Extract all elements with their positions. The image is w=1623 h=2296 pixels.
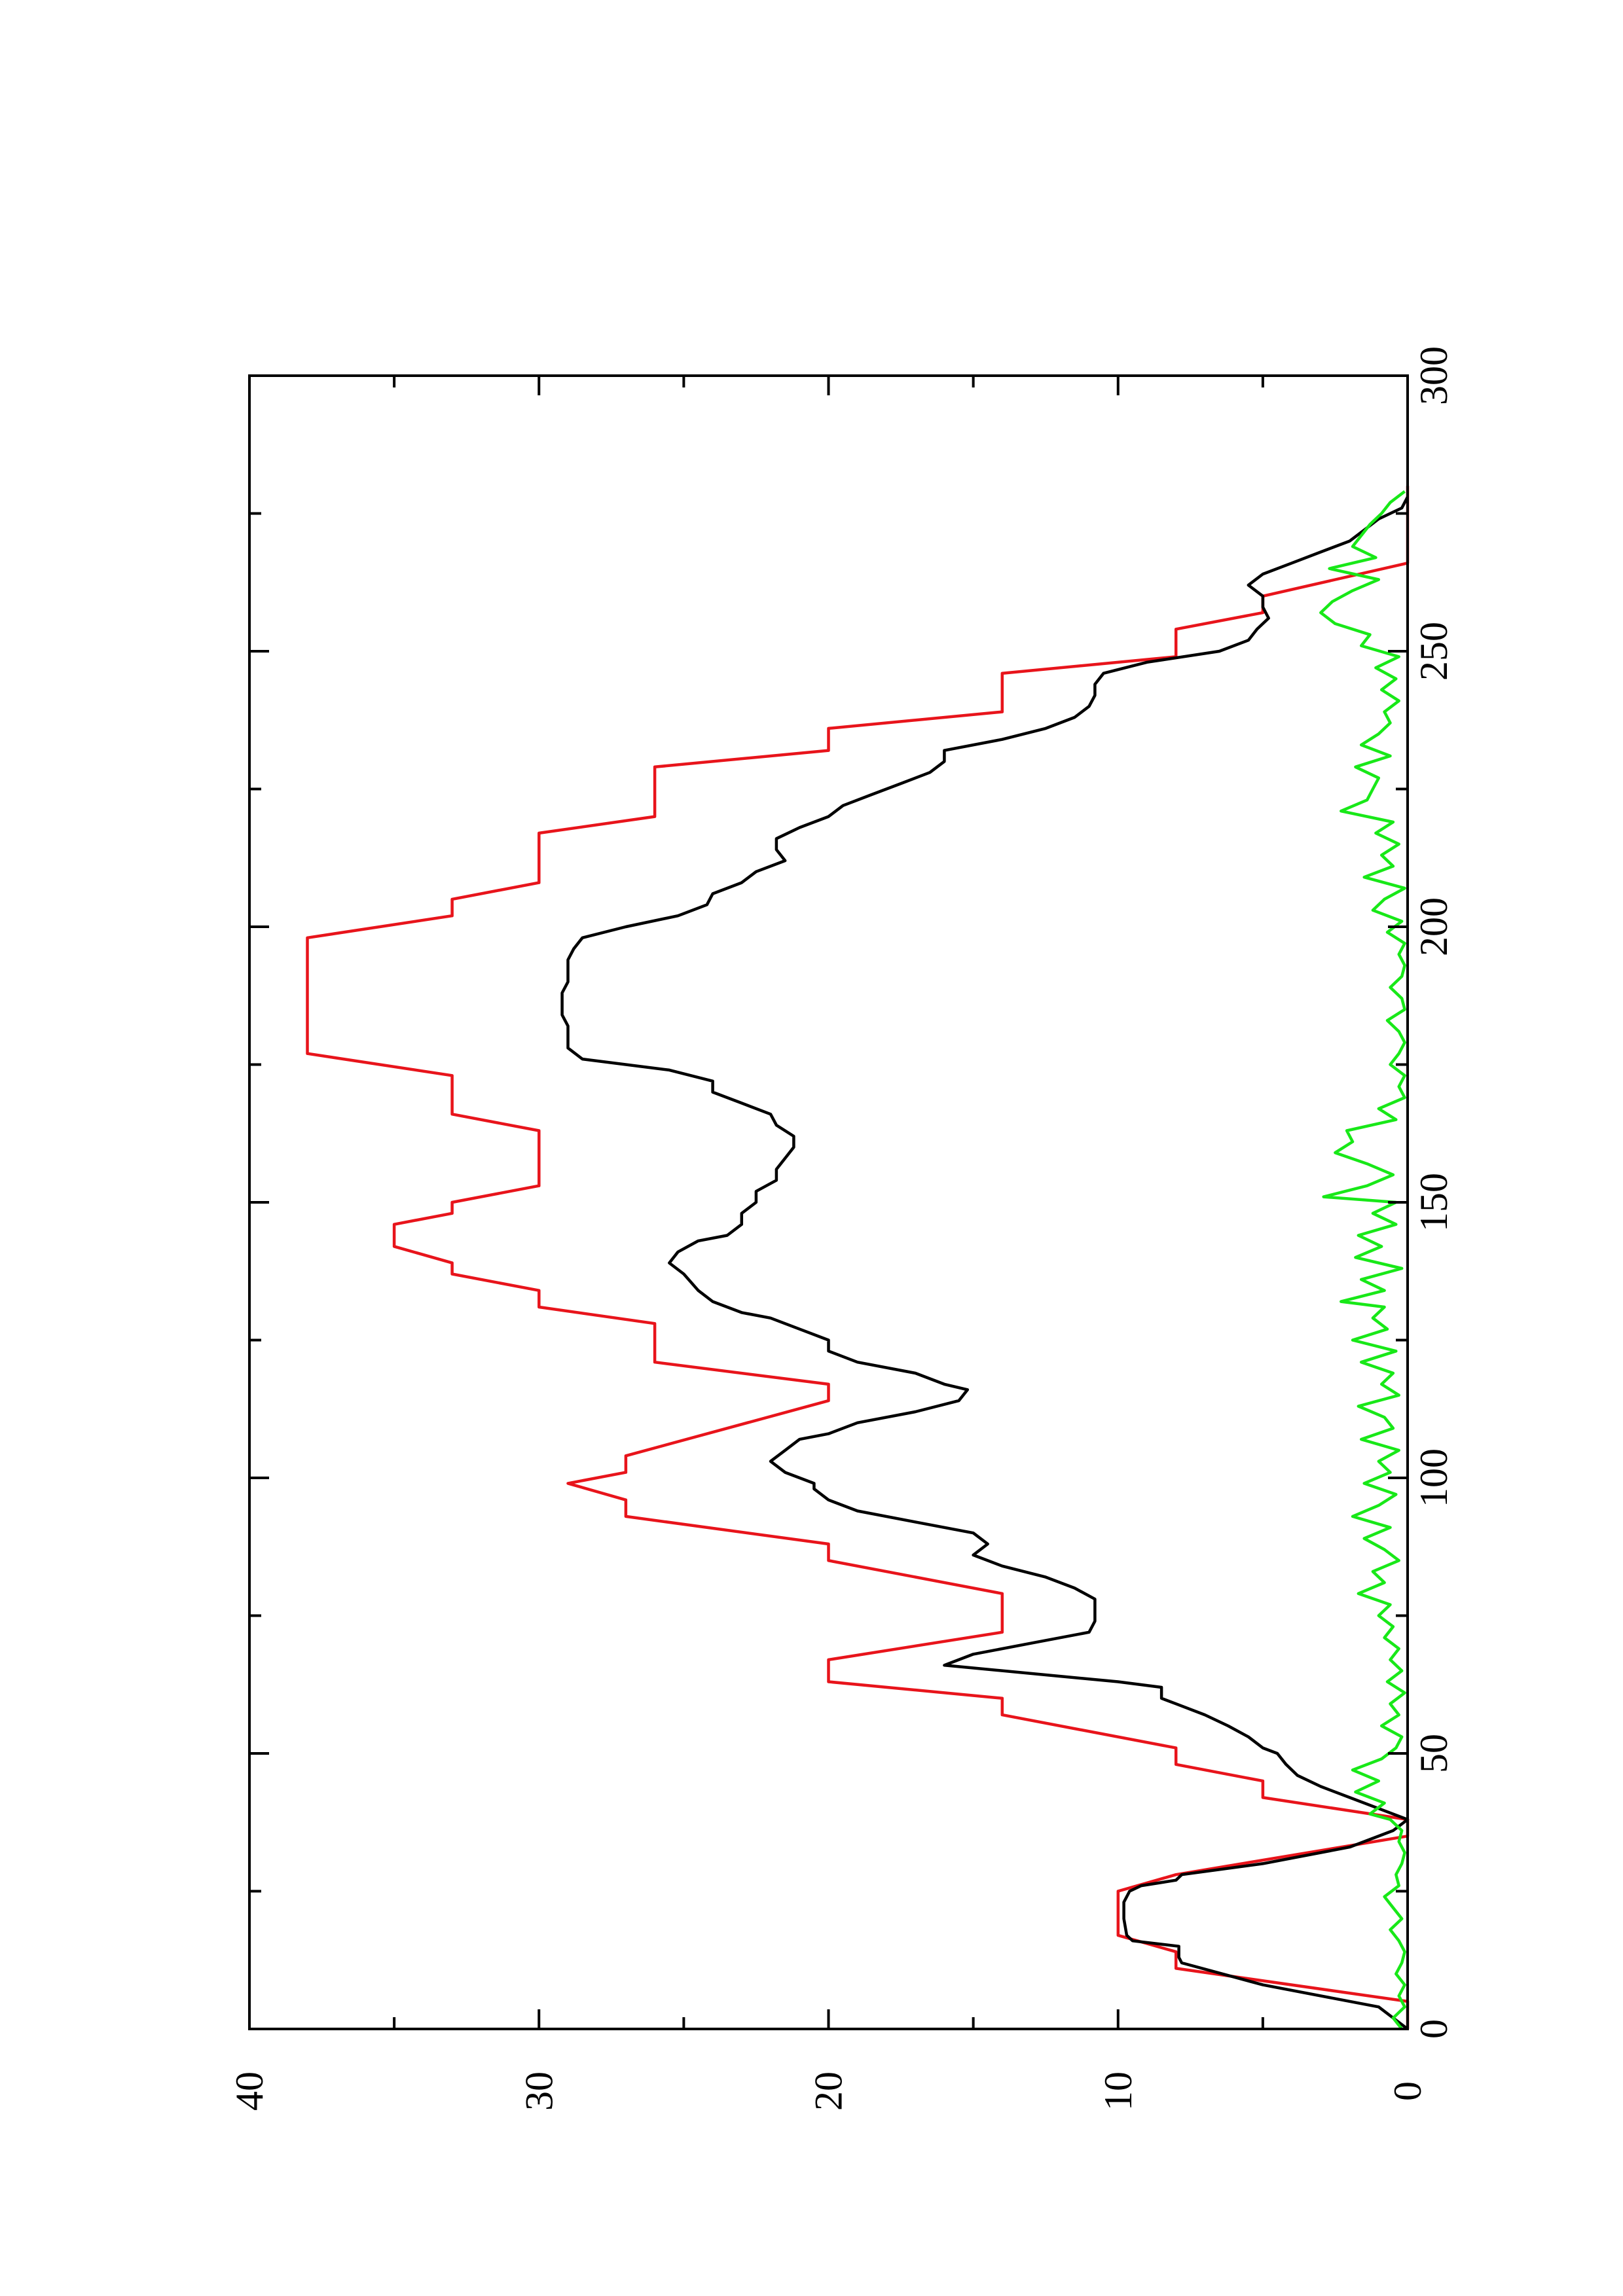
x-tick-label: 250 — [1412, 622, 1455, 681]
y-tick-label: 40 — [228, 2072, 271, 2111]
y-tick-label: 20 — [807, 2072, 850, 2111]
y-tick-label: 10 — [1097, 2072, 1140, 2111]
y-tick-label: 0 — [1386, 2081, 1429, 2101]
x-tick-label: 150 — [1412, 1173, 1455, 1232]
tick-layer — [248, 374, 1409, 2030]
x-tick-label: 300 — [1412, 346, 1455, 405]
x-tick-label: 200 — [1412, 897, 1455, 956]
x-tick-label: 100 — [1412, 1448, 1455, 1507]
series-line-3 — [1319, 490, 1406, 2030]
y-tick-label: 30 — [517, 2072, 560, 2111]
series-layer — [306, 486, 1410, 2030]
series-line-1 — [306, 486, 1410, 2029]
series-line-2 — [560, 496, 1410, 2030]
plot-frame — [248, 374, 1409, 2030]
x-tick-label: 50 — [1412, 1734, 1455, 1773]
x-tick-label: 0 — [1412, 2019, 1455, 2039]
tick-label-layer: 0 50 100 150 200 250 300 0 10 20 30 40 — [228, 346, 1455, 2111]
